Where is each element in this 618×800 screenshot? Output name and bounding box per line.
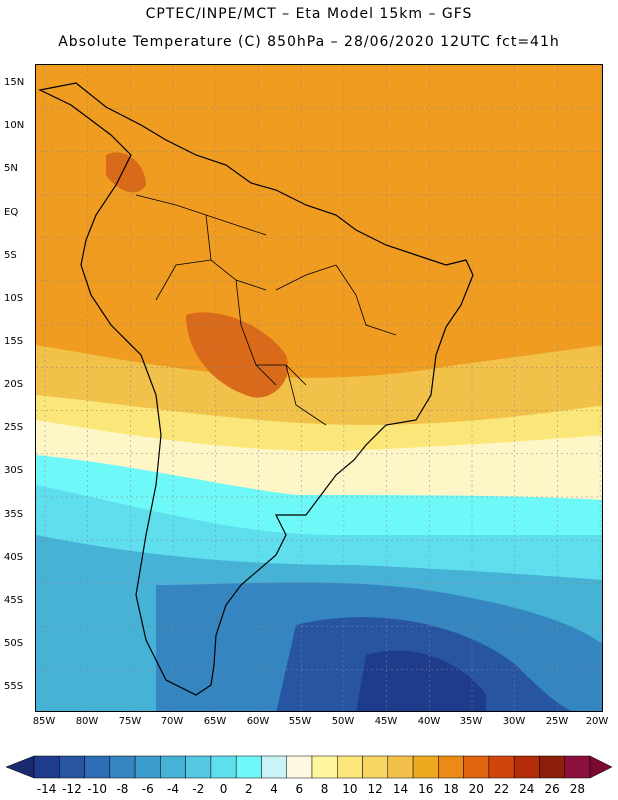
lat-label: 50S [4,638,24,649]
lon-label: 20W [585,716,609,727]
lat-label: 5S [4,250,17,261]
lat-label: 10N [4,120,25,131]
lat-label: 25S [4,422,24,433]
lon-label: 80W [75,716,99,727]
lat-label: 15S [4,336,24,347]
colorbar-swatch [513,755,540,779]
colorbar-swatch [84,755,111,779]
colorbar-swatch [412,755,439,779]
field-hot [106,152,146,193]
colorbar-label: 14 [392,782,409,796]
colorbar-label: -14 [36,782,57,796]
lon-label: 50W [331,716,355,727]
colorbar-swatch [387,755,414,779]
title-line-1: CPTEC/INPE/MCT – Eta Model 15km – GFS [145,6,473,22]
colorbar-swatch [488,755,515,779]
colorbar-label: -12 [62,782,82,796]
colorbar-label: 28 [569,782,585,796]
lon-label: 70W [160,716,184,727]
colorbar-label: -8 [116,782,129,796]
colorbar-label: 26 [544,782,560,796]
lat-label: 55S [4,681,24,692]
colorbar-swatch [261,755,287,779]
lon-label: 45W [374,716,398,727]
colorbar-swatch [564,755,591,779]
lon-label: 55W [288,716,312,727]
colorbar-label: 6 [295,782,304,796]
lat-label: 40S [4,552,24,563]
lon-label: 85W [32,716,56,727]
colorbar-label: 2 [244,782,253,796]
coastline [38,82,474,696]
lon-label: 25W [545,716,569,727]
colorbar-swatch [539,755,565,779]
temperature-field [36,65,602,711]
lat-label: 10S [4,293,24,304]
lat-label: 15N [4,77,25,88]
colorbar-label: 0 [219,782,228,796]
colorbar-left-arrow [5,755,35,779]
colorbar-label: 24 [519,782,535,796]
colorbar-swatch [337,755,363,779]
colorbar-label: 22 [493,782,510,796]
colorbar-swatch [235,755,262,779]
colorbar-label: 18 [443,782,459,796]
colorbar-swatch [210,755,237,779]
south-america-outline [38,82,474,696]
colorbar-swatch [438,755,464,779]
color-scale-bar [5,755,613,779]
lon-label: 35W [459,716,483,727]
title-line-2: Absolute Temperature (C) 850hPa – 28/06/… [58,34,560,50]
colorbar-label: 10 [342,782,358,796]
colorbar-label: 20 [468,782,484,796]
lat-label: 45S [4,595,24,606]
lat-label: EQ [4,207,19,218]
field-hot [186,312,288,398]
colorbar-label: -6 [141,782,154,796]
colorbar-swatch [463,755,490,779]
colorbar-swatch [134,755,161,779]
lon-label: 65W [203,716,227,727]
lat-label: 30S [4,465,24,476]
lon-label: 75W [118,716,142,727]
colorbar-swatch [311,755,338,779]
lat-label: 35S [4,509,24,520]
lon-label: 40W [417,716,441,727]
country-borders [135,194,397,426]
colorbar-swatch [362,755,389,779]
colorbar-label: 16 [418,782,434,796]
graticule [36,65,602,711]
temperature-map [35,64,603,712]
colorbar-label: 12 [367,782,383,796]
lat-label: 20S [4,379,24,390]
colorbar-right-arrow [589,755,613,779]
colorbar-label: 4 [270,782,278,796]
colorbar-swatch [185,755,212,779]
lon-label: 60W [246,716,270,727]
colorbar-label: -4 [167,782,179,796]
colorbar-label: 8 [320,782,329,796]
lon-label: 30W [502,716,526,727]
colorbar-label: -10 [87,782,107,796]
field-darkest [356,650,486,711]
colorbar-swatch [33,755,60,779]
colorbar-swatch [59,755,85,779]
colorbar-label: -2 [192,782,205,796]
colorbar-swatch [109,755,136,779]
lat-label: 5N [4,163,18,174]
colorbar-swatch [160,755,186,779]
colorbar-swatch [286,755,313,779]
